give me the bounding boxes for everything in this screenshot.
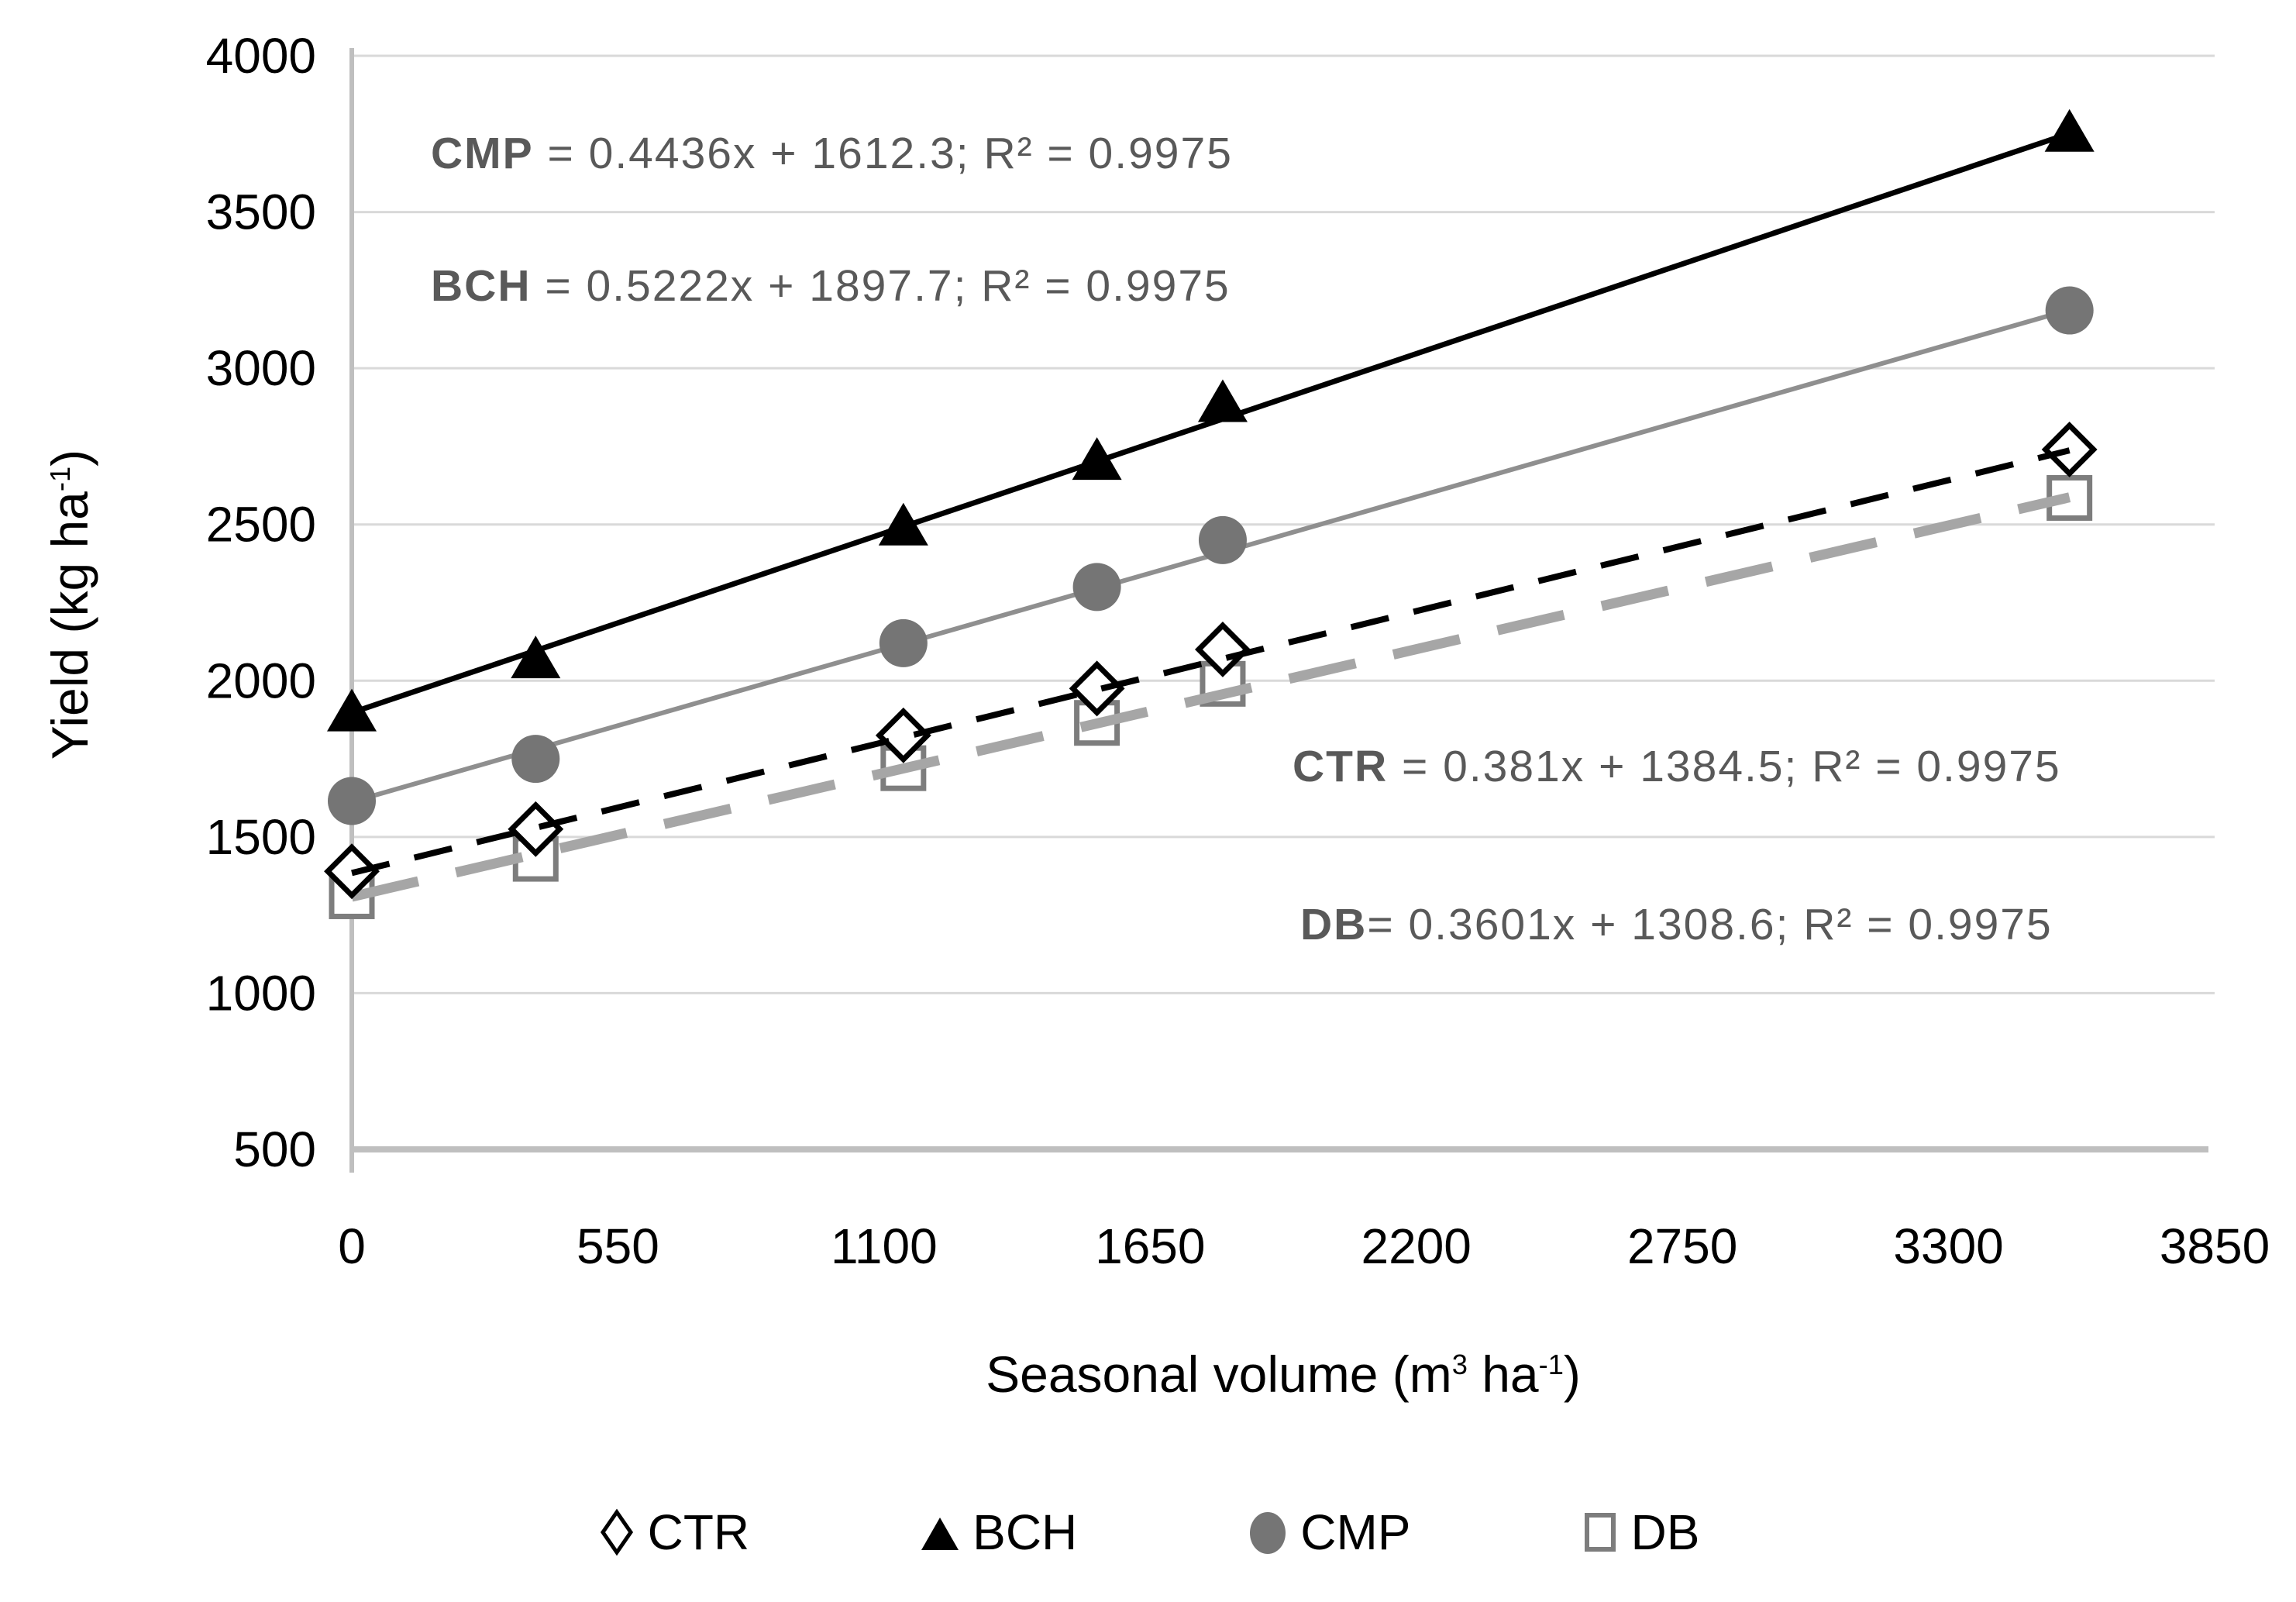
equation-bch-series-label: BCH [431, 261, 532, 311]
BCH-marker [878, 502, 928, 546]
BCH-trendline [350, 130, 2071, 715]
y-axis-title-sup: -1 [44, 466, 76, 492]
equation-bch-text: = 0.5222x + 1897.7; R² = 0.9975 [531, 261, 1231, 311]
legend-item-cmp: CMP [1246, 1504, 1410, 1561]
y-tick-label-3000: 3000 [206, 340, 316, 396]
x-tick-label-3300: 3300 [1893, 1218, 2003, 1274]
equation-ctr-text: = 0.381x + 1384.5; R² = 0.9975 [1388, 742, 2061, 791]
bch-filled-triangle-icon [921, 1518, 959, 1550]
CTR-marker [1195, 622, 1251, 677]
CTR-marker [2041, 422, 2098, 477]
x-axis-title: Seasonal volume (m3 ha-1) [352, 1345, 2215, 1404]
x-tick-label-550: 550 [577, 1218, 659, 1274]
y-axis-title-text: Yield (kg ha [41, 491, 98, 760]
legend-label-cmp: CMP [1300, 1504, 1411, 1560]
x-axis-title-sup-3: 3 [1451, 1349, 1468, 1380]
x-axis-title-text: Seasonal volume (m [986, 1345, 1452, 1403]
y-tick-label-4000: 4000 [206, 28, 316, 84]
y-tick-label-3500: 3500 [206, 184, 316, 240]
x-tick-label-2750: 2750 [1627, 1218, 1737, 1274]
equation-cmp-text: = 0.4436x + 1612.3; R² = 0.9975 [533, 129, 1233, 178]
BCH-marker [1197, 379, 1248, 422]
equation-db: DB= 0.3601x + 1308.6; R² = 0.9975 [1300, 899, 2053, 950]
x-tick-label-1100: 1100 [831, 1218, 938, 1274]
legend-label-ctr: CTR [647, 1504, 750, 1560]
CTR-trendline [351, 447, 2071, 877]
CMP-marker [1198, 515, 1247, 564]
BCH-marker [511, 636, 561, 679]
y-axis-title: Yield (kg ha-1) [40, 295, 99, 915]
y-tick-label-1500: 1500 [206, 809, 316, 865]
equation-ctr: CTR = 0.381x + 1384.5; R² = 0.9975 [1293, 741, 2061, 792]
legend-label-db: DB [1630, 1504, 1700, 1560]
equation-bch: BCH = 0.5222x + 1897.7; R² = 0.9975 [431, 260, 1231, 312]
chart-legend: CTR BCH CMP DB [0, 1504, 2296, 1561]
equation-ctr-series-label: CTR [1293, 742, 1389, 791]
DB-trendline [350, 492, 2071, 902]
db-open-square-icon [1585, 1513, 1616, 1552]
legend-item-db: DB [1579, 1504, 1699, 1561]
y-tick-label-2500: 2500 [206, 497, 316, 553]
legend-item-bch: BCH [918, 1504, 1077, 1561]
cmp-filled-circle-icon [1250, 1512, 1286, 1554]
y-tick-label-2000: 2000 [206, 653, 316, 708]
x-tick-label-0: 0 [338, 1218, 366, 1274]
equation-cmp: CMP = 0.4436x + 1612.3; R² = 0.9975 [431, 128, 1233, 179]
x-tick-label-1650: 1650 [1095, 1218, 1205, 1274]
y-axis-title-close: ) [41, 449, 98, 467]
x-axis-title-close: ) [1563, 1345, 1581, 1403]
BCH-marker [327, 688, 377, 732]
CMP-marker [879, 618, 928, 667]
CMP-marker [1072, 563, 1121, 612]
x-axis-title-sup-minus1: -1 [1538, 1349, 1564, 1380]
BCH-marker [1072, 437, 1122, 481]
y-tick-label-500: 500 [233, 1121, 316, 1177]
CTR-marker [1069, 660, 1125, 717]
ctr-open-diamond-icon [600, 1508, 633, 1556]
CMP-marker [511, 735, 560, 784]
CMP-marker [2045, 286, 2094, 335]
BCH-marker [2044, 109, 2095, 152]
CMP-marker [328, 777, 376, 825]
x-tick-label-3850: 3850 [2160, 1218, 2270, 1274]
y-tick-label-1000: 1000 [206, 965, 316, 1021]
equation-db-series-label: DB [1300, 900, 1368, 949]
CTR-marker [875, 707, 931, 763]
legend-label-bch: BCH [972, 1504, 1078, 1560]
x-axis-title-mid: ha [1467, 1345, 1539, 1403]
equation-cmp-series-label: CMP [431, 129, 534, 178]
legend-item-ctr: CTR [597, 1504, 750, 1561]
x-tick-label-2200: 2200 [1361, 1218, 1472, 1274]
equation-db-text: = 0.3601x + 1308.6; R² = 0.9975 [1367, 900, 2053, 949]
